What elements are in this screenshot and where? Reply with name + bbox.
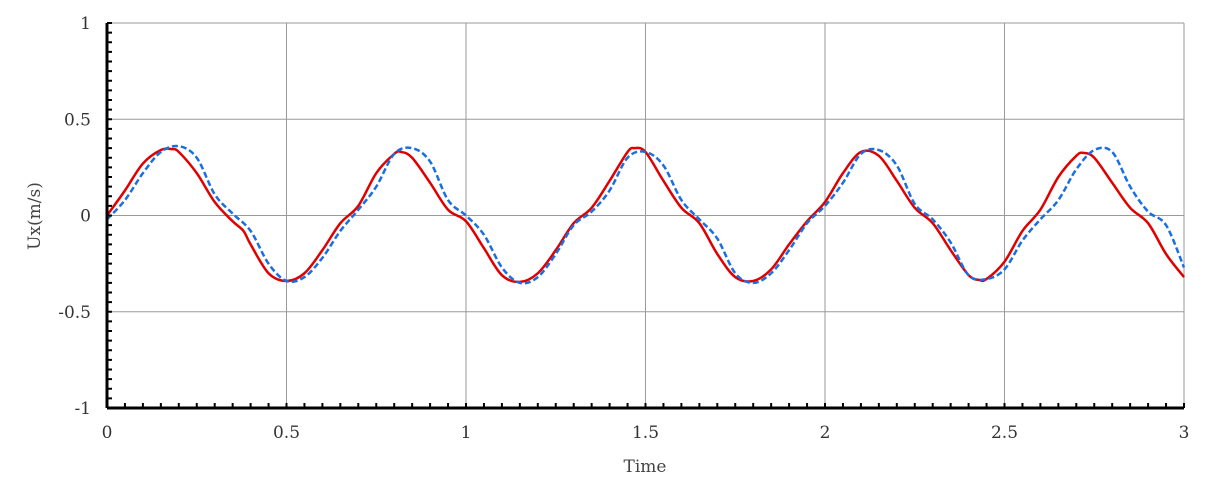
tick-labels: 0 0.5 1 1.5 2 2.5 3 -1 -0.5 0 0.5 1 — [58, 14, 1189, 443]
x-axis-title: Time — [624, 457, 667, 477]
series-line-2 — [106, 144, 1186, 285]
x-tick-label: 1.5 — [632, 423, 659, 443]
y-axis-title: Ux(m/s) — [25, 182, 45, 250]
y-tick-label: 0.5 — [64, 110, 91, 130]
series-line-1 — [105, 146, 1185, 284]
grid-lines — [107, 22, 1185, 408]
x-tick-label: 2.5 — [991, 423, 1018, 443]
axes — [105, 22, 1185, 410]
y-tick-label: -0.5 — [58, 303, 91, 323]
series-layer — [105, 144, 1186, 285]
x-tick-label: 3 — [1179, 423, 1190, 443]
x-tick-label: 2 — [820, 423, 831, 443]
y-tick-label: 1 — [80, 14, 91, 34]
y-tick-label: 0 — [80, 207, 91, 227]
x-tick-label: 0 — [102, 423, 113, 443]
x-tick-label: 1 — [461, 423, 472, 443]
x-tick-label: 0.5 — [273, 423, 300, 443]
y-tick-label: -1 — [74, 399, 91, 419]
